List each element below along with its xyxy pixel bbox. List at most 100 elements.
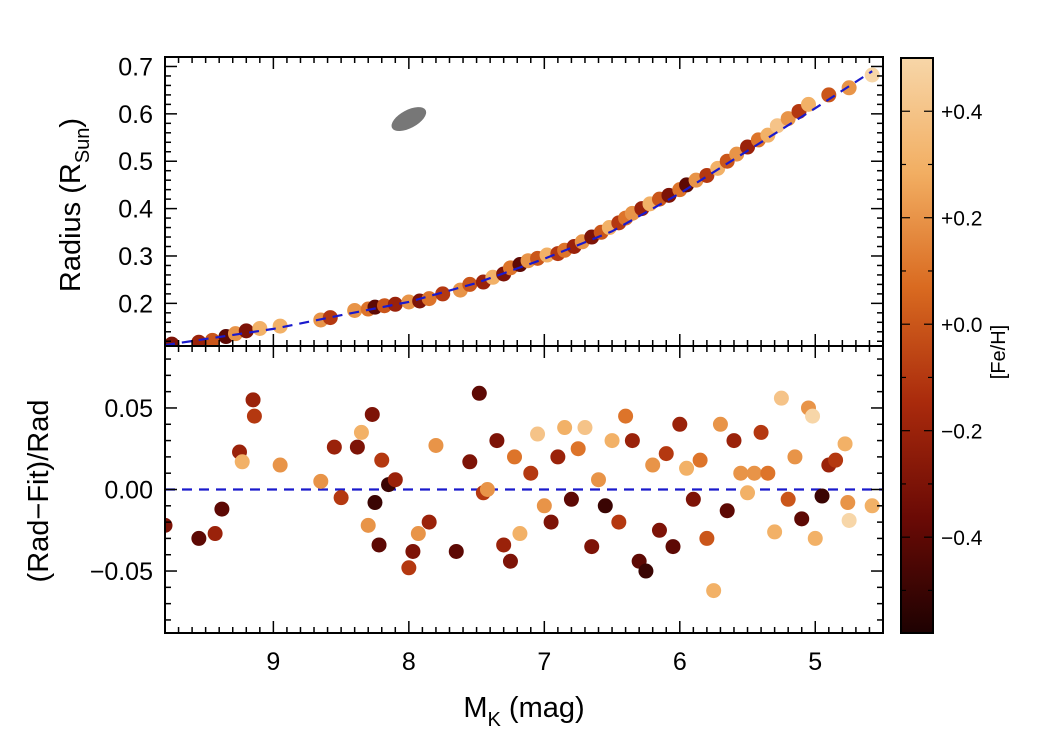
residual-point [405, 543, 421, 559]
radius-point [740, 139, 756, 155]
radius-point [729, 146, 745, 162]
residual-point [805, 408, 821, 424]
residual-point [679, 460, 695, 476]
residual-point [448, 543, 464, 559]
residual-point [462, 454, 478, 470]
fit-curve [164, 70, 873, 347]
residual-point [719, 503, 735, 519]
residual-point [313, 473, 329, 489]
radius-point [800, 96, 816, 112]
residual-point [645, 457, 661, 473]
bottom-ylabel: (Rad−Fit)/Rad [23, 400, 55, 583]
residual-point [557, 420, 573, 436]
top-y-tick-label: 0.4 [118, 196, 153, 224]
radius-point [435, 286, 451, 302]
x-tick-label: 7 [537, 648, 551, 676]
colorbar-ticks: −0.4 −0.2 +0.0 +0.2 +0.4 [901, 57, 983, 592]
residual-point [496, 537, 512, 553]
residual-point [780, 491, 796, 507]
residual-point [367, 495, 383, 511]
top-points [165, 67, 880, 346]
residual-point [333, 490, 349, 506]
radius-point [272, 318, 288, 334]
residual-point [507, 449, 523, 465]
residual-point [597, 498, 613, 514]
residual-point [672, 416, 688, 432]
residual-point [726, 433, 742, 449]
residual-point [604, 433, 620, 449]
bottom-ticks: 9 8 7 6 5 −0.05 0.00 0.05 [90, 346, 883, 676]
top-y-tick-label: 0.3 [118, 243, 153, 271]
residual-point [837, 436, 853, 452]
bottom-panel: 9 8 7 6 5 −0.05 0.00 0.05 (Rad−Fit)/Rad MK (mag… [23, 345, 884, 731]
residual-point [349, 439, 365, 455]
residual-point [624, 433, 640, 449]
residual-point [207, 526, 223, 542]
residual-point [794, 511, 810, 527]
residual-point [733, 465, 749, 481]
residual-point [410, 526, 426, 542]
residual-point [502, 553, 518, 569]
radius-point [204, 332, 220, 346]
top-y-tick-label: 0.5 [118, 148, 153, 176]
residual-point [421, 514, 437, 530]
residual-point [611, 514, 627, 530]
residual-point [807, 530, 823, 546]
residual-point [651, 522, 667, 538]
colorbar-tick-label: −0.2 [941, 421, 982, 444]
radius-point [238, 323, 254, 339]
residual-point [428, 437, 444, 453]
colorbar-tick-label: −0.4 [941, 527, 983, 550]
bottom-y-tick-label: −0.05 [90, 558, 153, 586]
radius-point [347, 302, 363, 318]
error-ellipse [391, 107, 427, 132]
residual-point [746, 465, 762, 481]
residual-point [828, 452, 844, 468]
residual-point [658, 446, 674, 462]
radius-point [780, 111, 796, 127]
residual-point [841, 512, 857, 528]
residual-point [665, 539, 681, 555]
x-tick-label: 6 [673, 648, 687, 676]
colorbar-tick-label: +0.0 [941, 314, 982, 337]
x-tick-label: 5 [808, 648, 822, 676]
x-axis-title: MK (mag) [463, 692, 584, 731]
residual-point [706, 583, 722, 599]
residual-point [371, 537, 387, 553]
radius-point [322, 310, 338, 326]
residual-point [374, 452, 390, 468]
residual-point [685, 491, 701, 507]
residual-point [326, 439, 342, 455]
x-tick-label: 9 [266, 648, 280, 676]
residual-point [692, 452, 708, 468]
residual-point [760, 465, 776, 481]
radius-point [387, 296, 403, 312]
top-ylabel: Radius (RSun) [55, 118, 94, 292]
residual-point [638, 563, 654, 579]
residual-point [814, 488, 830, 504]
residual-point [699, 530, 715, 546]
colorbar-tick-label: +0.2 [941, 208, 982, 231]
residual-point [787, 449, 803, 465]
top-y-tick-label: 0.2 [118, 290, 153, 318]
residual-point [584, 539, 600, 555]
radius-point [821, 87, 837, 103]
residual-point [489, 433, 505, 449]
residual-point [214, 501, 230, 517]
residual-point [536, 498, 552, 514]
radius-point [252, 320, 268, 336]
residual-point [387, 472, 403, 488]
colorbar-gradient [901, 58, 933, 633]
residual-point [550, 449, 566, 465]
residual-point [272, 457, 288, 473]
bottom-y-tick-label: 0.00 [104, 477, 153, 505]
colorbar-title: [Fe/H] [988, 325, 1010, 379]
residual-point [234, 454, 250, 470]
residual-point [543, 514, 559, 530]
radius-point [760, 127, 776, 143]
radius-point [841, 80, 857, 96]
x-tick-label: 8 [402, 648, 416, 676]
residual-point [530, 426, 546, 442]
residual-point [591, 472, 607, 488]
